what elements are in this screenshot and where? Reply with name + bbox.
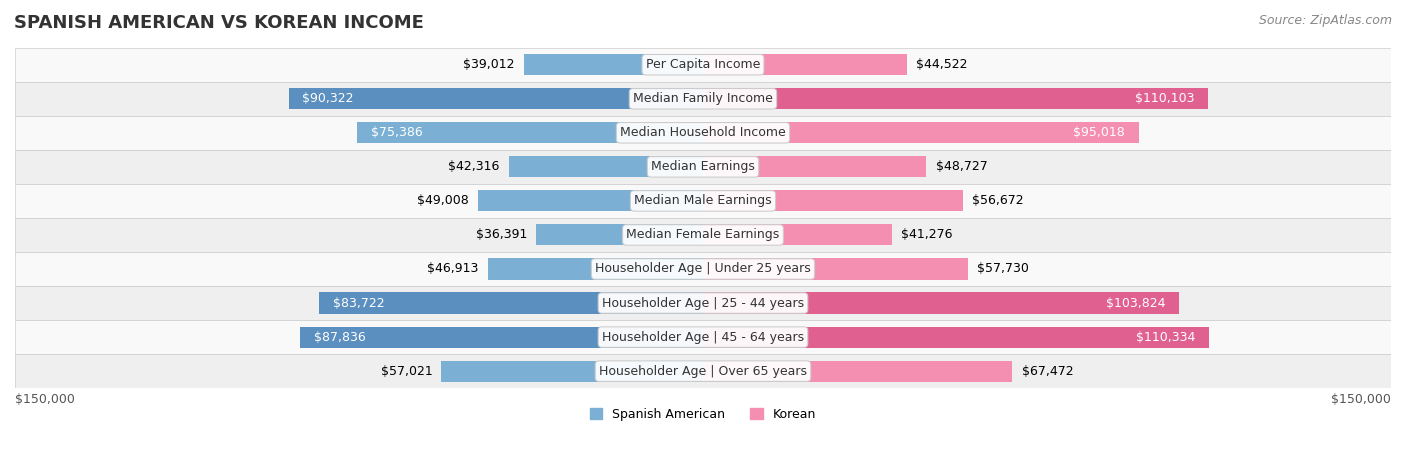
Bar [703,191,963,212]
Text: Per Capita Income: Per Capita Income [645,58,761,71]
Bar [478,191,703,212]
Text: Median Female Earnings: Median Female Earnings [627,228,779,241]
Text: SPANISH AMERICAN VS KOREAN INCOME: SPANISH AMERICAN VS KOREAN INCOME [14,14,425,32]
Text: Householder Age | Under 25 years: Householder Age | Under 25 years [595,262,811,276]
Text: Median Family Income: Median Family Income [633,92,773,105]
Bar [703,224,893,246]
Text: $49,008: $49,008 [418,194,470,207]
Bar [509,156,703,177]
Bar [703,88,1208,109]
Text: $87,836: $87,836 [314,331,366,344]
Text: $42,316: $42,316 [449,160,499,173]
Text: $95,018: $95,018 [1073,126,1125,139]
Bar [319,292,703,314]
FancyBboxPatch shape [15,184,1391,218]
Bar [357,122,703,143]
Text: Householder Age | 45 - 64 years: Householder Age | 45 - 64 years [602,331,804,344]
Text: $110,334: $110,334 [1136,331,1195,344]
Text: $57,730: $57,730 [977,262,1029,276]
Bar [703,361,1012,382]
Bar [703,122,1139,143]
Text: $46,913: $46,913 [427,262,478,276]
Bar [703,156,927,177]
Legend: Spanish American, Korean: Spanish American, Korean [585,403,821,426]
Text: $75,386: $75,386 [371,126,423,139]
Text: $57,021: $57,021 [381,365,432,378]
Text: $90,322: $90,322 [302,92,354,105]
Text: Median Earnings: Median Earnings [651,160,755,173]
Bar [703,292,1180,314]
Text: $48,727: $48,727 [935,160,987,173]
Bar [288,88,703,109]
Text: Median Household Income: Median Household Income [620,126,786,139]
Text: $150,000: $150,000 [1331,393,1391,406]
Bar [524,54,703,75]
Bar [536,224,703,246]
Text: $110,103: $110,103 [1135,92,1194,105]
Text: $41,276: $41,276 [901,228,953,241]
Text: $44,522: $44,522 [917,58,967,71]
Bar [299,326,703,347]
Bar [488,258,703,280]
Text: Median Male Earnings: Median Male Earnings [634,194,772,207]
Bar [703,258,967,280]
FancyBboxPatch shape [15,48,1391,82]
FancyBboxPatch shape [15,218,1391,252]
Text: $67,472: $67,472 [1022,365,1073,378]
Text: $83,722: $83,722 [333,297,384,310]
FancyBboxPatch shape [15,252,1391,286]
FancyBboxPatch shape [15,82,1391,116]
Text: $39,012: $39,012 [464,58,515,71]
Text: $103,824: $103,824 [1107,297,1166,310]
Bar [703,54,907,75]
FancyBboxPatch shape [15,320,1391,354]
Text: $150,000: $150,000 [15,393,75,406]
FancyBboxPatch shape [15,116,1391,150]
FancyBboxPatch shape [15,150,1391,184]
Text: Householder Age | 25 - 44 years: Householder Age | 25 - 44 years [602,297,804,310]
Text: $56,672: $56,672 [972,194,1024,207]
Text: $36,391: $36,391 [475,228,527,241]
Text: Source: ZipAtlas.com: Source: ZipAtlas.com [1258,14,1392,27]
FancyBboxPatch shape [15,354,1391,388]
Bar [441,361,703,382]
FancyBboxPatch shape [15,286,1391,320]
Bar [703,326,1209,347]
Text: Householder Age | Over 65 years: Householder Age | Over 65 years [599,365,807,378]
